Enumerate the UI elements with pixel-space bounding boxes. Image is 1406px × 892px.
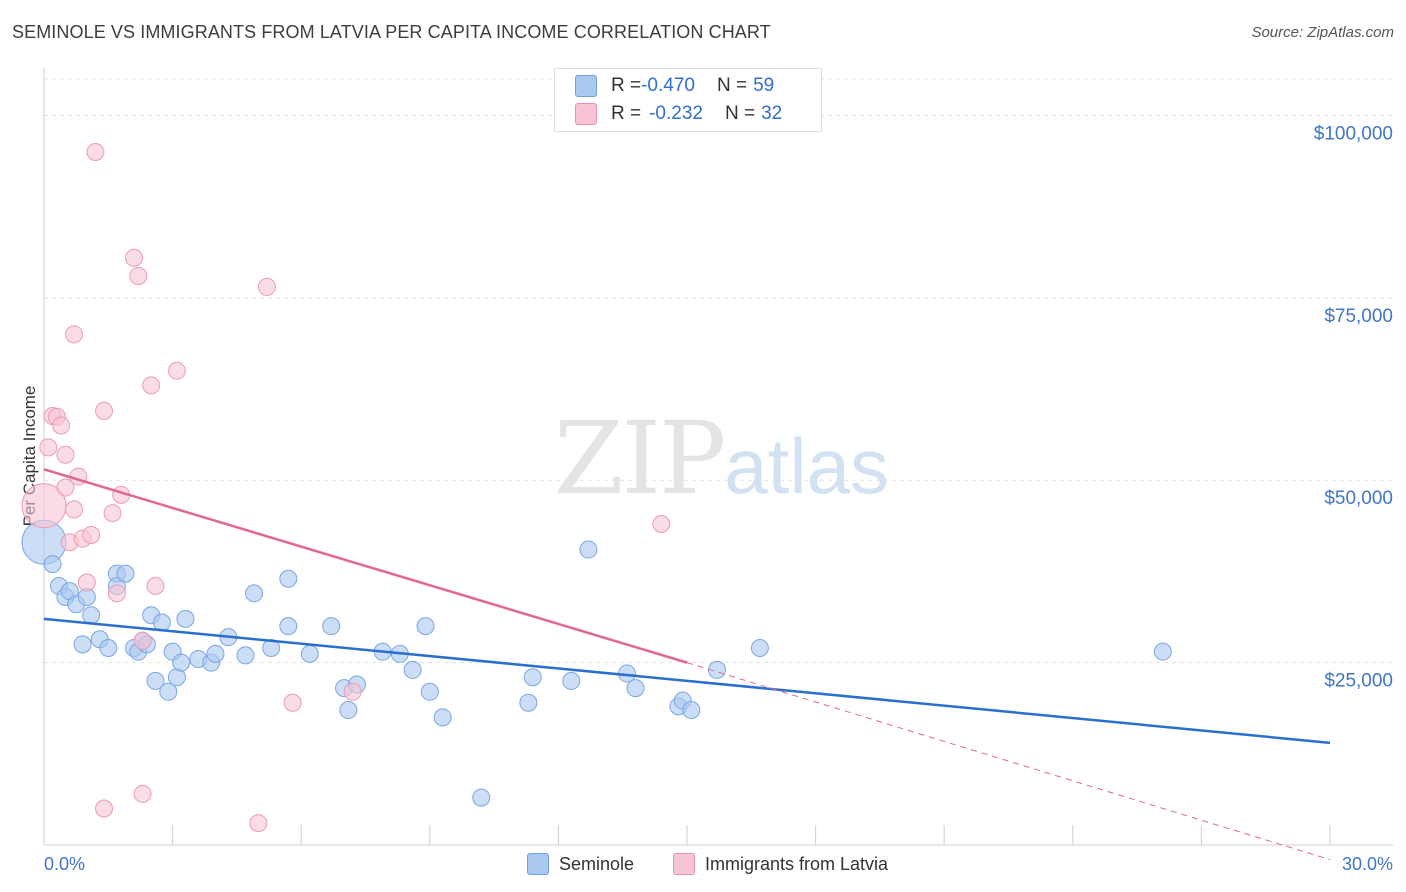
latvia-point — [249, 814, 268, 833]
latvia-trend-extension — [686, 662, 1331, 861]
seminole-point — [433, 708, 452, 727]
seminole-point — [300, 644, 319, 663]
seminole-point — [146, 671, 165, 690]
seminole-point — [420, 682, 439, 701]
seminole-point — [43, 555, 62, 574]
seminole-point — [579, 540, 598, 559]
watermark: ZIPatlas — [554, 400, 890, 517]
seminole-point — [322, 617, 341, 636]
legend-item-latvia: Immigrants from Latvia — [673, 853, 888, 875]
latvia-point — [95, 799, 114, 818]
seminole-point — [99, 639, 118, 658]
x-tick-label: 30.0% — [1342, 854, 1393, 874]
seminole-point — [523, 668, 542, 687]
seminole-trend-line — [43, 617, 1331, 745]
seminole-point — [403, 660, 422, 679]
latvia-point — [142, 376, 161, 395]
legend-item-seminole: Seminole — [527, 853, 634, 875]
latvia-point — [107, 584, 126, 603]
latvia-point — [257, 277, 276, 296]
stats-legend: R = -0.470 N = 59 R = -0.232 N = 32 — [554, 68, 822, 132]
seminole-point — [236, 646, 255, 665]
legend-row-latvia: R = -0.232 N = 32 — [575, 100, 782, 128]
chart-title: SEMINOLE VS IMMIGRANTS FROM LATVIA PER C… — [12, 22, 771, 42]
latvia-point — [56, 478, 75, 497]
latvia-point — [77, 573, 96, 592]
legend-swatch-latvia — [575, 103, 597, 125]
seminole-point — [416, 617, 435, 636]
latvia-point — [167, 361, 186, 380]
latvia-point — [652, 515, 671, 534]
seminole-point — [708, 660, 727, 679]
latvia-point — [65, 500, 84, 519]
latvia-point — [103, 504, 122, 523]
latvia-point — [86, 142, 105, 161]
legend-swatch — [673, 853, 695, 875]
seminole-point — [339, 701, 358, 720]
y-tick-label: $100,000 — [1314, 123, 1393, 144]
seminole-point — [1153, 642, 1172, 661]
seminole-point — [626, 679, 645, 698]
latvia-point — [343, 682, 362, 701]
latvia-point — [129, 266, 148, 285]
latvia-point — [39, 438, 58, 457]
latvia-point — [52, 416, 71, 435]
seminole-point — [82, 606, 101, 625]
series-legend: Seminole Immigrants from Latvia — [0, 850, 1406, 878]
y-tick-label: $50,000 — [1324, 488, 1393, 509]
seminole-point — [519, 693, 538, 712]
legend-row-seminole: R = -0.470 N = 59 — [575, 72, 774, 100]
seminole-point — [279, 569, 298, 588]
latvia-point — [56, 445, 75, 464]
latvia-point — [95, 401, 114, 420]
latvia-point — [133, 784, 152, 803]
latvia-point — [133, 631, 152, 650]
latvia-point — [82, 525, 101, 544]
latvia-point — [146, 577, 165, 596]
legend-swatch — [527, 853, 549, 875]
seminole-point — [176, 609, 195, 628]
seminole-point — [159, 682, 178, 701]
seminole-point — [562, 671, 581, 690]
seminole-point — [206, 644, 225, 663]
seminole-point — [245, 584, 264, 603]
latvia-trend-line — [43, 468, 688, 664]
source-label: Source: ZipAtlas.com — [1251, 24, 1394, 41]
latvia-point — [283, 693, 302, 712]
seminole-point — [172, 653, 191, 672]
seminole-point — [73, 635, 92, 654]
seminole-point — [279, 617, 298, 636]
seminole-point — [750, 639, 769, 658]
legend-swatch-seminole — [575, 75, 597, 97]
x-tick-label: 0.0% — [44, 854, 85, 874]
seminole-point — [472, 788, 491, 807]
latvia-point — [125, 248, 144, 267]
seminole-point — [116, 564, 135, 583]
y-tick-label: $75,000 — [1324, 306, 1393, 327]
seminole-point — [682, 701, 701, 720]
latvia-point — [65, 325, 84, 344]
y-tick-label: $25,000 — [1324, 671, 1393, 692]
